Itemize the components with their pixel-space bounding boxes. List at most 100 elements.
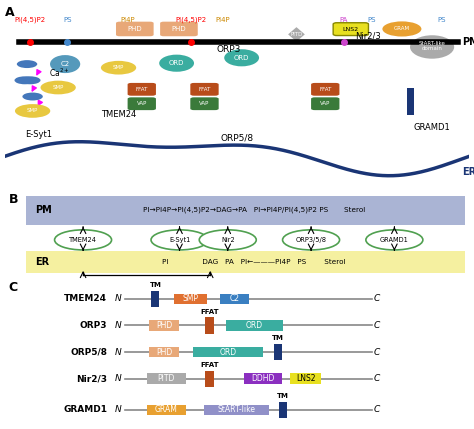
FancyBboxPatch shape bbox=[146, 374, 186, 384]
Text: StART-like
domain: StART-like domain bbox=[419, 41, 446, 51]
FancyBboxPatch shape bbox=[174, 293, 207, 304]
Circle shape bbox=[383, 21, 421, 36]
FancyBboxPatch shape bbox=[128, 83, 156, 96]
FancyBboxPatch shape bbox=[244, 374, 282, 384]
FancyBboxPatch shape bbox=[204, 405, 269, 415]
Text: SMP: SMP bbox=[27, 109, 38, 113]
Text: PA: PA bbox=[340, 17, 348, 23]
Text: PM: PM bbox=[462, 37, 474, 48]
Text: PI               DAG   PA   PI←———PI4P   PS        Sterol: PI DAG PA PI←———PI4P PS Sterol bbox=[162, 260, 346, 266]
Text: ER: ER bbox=[462, 167, 474, 177]
Text: GRAM: GRAM bbox=[155, 405, 178, 414]
Text: Nir2/3: Nir2/3 bbox=[356, 32, 381, 41]
FancyBboxPatch shape bbox=[291, 374, 321, 384]
Text: PI4P: PI4P bbox=[216, 17, 230, 23]
FancyBboxPatch shape bbox=[407, 88, 413, 115]
FancyBboxPatch shape bbox=[204, 371, 214, 387]
FancyBboxPatch shape bbox=[192, 347, 263, 357]
Text: GRAMD1: GRAMD1 bbox=[380, 237, 409, 243]
Ellipse shape bbox=[283, 230, 339, 250]
Text: N: N bbox=[115, 405, 121, 414]
Text: Ca$^{2+}$: Ca$^{2+}$ bbox=[49, 67, 69, 79]
Text: A: A bbox=[5, 6, 14, 19]
FancyBboxPatch shape bbox=[311, 97, 339, 110]
Text: FFAT: FFAT bbox=[198, 87, 210, 92]
FancyBboxPatch shape bbox=[149, 347, 179, 357]
FancyBboxPatch shape bbox=[191, 97, 219, 110]
Text: ORD: ORD bbox=[246, 321, 263, 330]
Circle shape bbox=[40, 81, 76, 94]
Text: PHD: PHD bbox=[156, 347, 173, 356]
Text: TMEM24: TMEM24 bbox=[101, 110, 136, 119]
Text: PS: PS bbox=[367, 17, 376, 23]
Text: TM: TM bbox=[277, 393, 289, 399]
Text: FFAT: FFAT bbox=[136, 87, 148, 92]
Ellipse shape bbox=[55, 230, 111, 250]
Text: SMP: SMP bbox=[53, 85, 64, 90]
Text: SMP: SMP bbox=[182, 294, 199, 303]
Circle shape bbox=[101, 61, 136, 75]
Circle shape bbox=[22, 93, 43, 100]
Text: VAP: VAP bbox=[320, 101, 330, 106]
Text: N: N bbox=[115, 347, 121, 356]
Text: GRAMD1: GRAMD1 bbox=[63, 405, 107, 414]
Text: PI→PI4P→PI(4,5)P2→DAG→PA   PI→PI4P/PI(4,5)P2 PS       Sterol: PI→PI4P→PI(4,5)P2→DAG→PA PI→PI4P/PI(4,5)… bbox=[143, 206, 365, 213]
Text: PHD: PHD bbox=[156, 321, 173, 330]
FancyBboxPatch shape bbox=[191, 83, 219, 96]
Polygon shape bbox=[288, 27, 305, 42]
FancyBboxPatch shape bbox=[274, 344, 282, 360]
Text: ORD: ORD bbox=[234, 55, 249, 61]
Text: C: C bbox=[374, 321, 380, 330]
Text: C: C bbox=[374, 294, 380, 303]
Text: TMEM24: TMEM24 bbox=[69, 237, 97, 243]
FancyBboxPatch shape bbox=[204, 317, 214, 333]
Text: Nir2: Nir2 bbox=[221, 237, 235, 243]
FancyBboxPatch shape bbox=[333, 23, 368, 36]
Text: VAP: VAP bbox=[137, 101, 147, 106]
Text: GRAM: GRAM bbox=[394, 27, 410, 31]
Text: N: N bbox=[115, 374, 121, 383]
Text: C2: C2 bbox=[229, 294, 239, 303]
Text: TM: TM bbox=[149, 282, 161, 288]
Circle shape bbox=[17, 60, 37, 68]
Circle shape bbox=[15, 104, 50, 118]
Text: C: C bbox=[374, 374, 380, 383]
FancyBboxPatch shape bbox=[226, 320, 283, 331]
Circle shape bbox=[15, 76, 35, 84]
FancyBboxPatch shape bbox=[220, 293, 248, 304]
Text: ORP3: ORP3 bbox=[216, 45, 240, 54]
FancyBboxPatch shape bbox=[116, 21, 154, 36]
Text: PHD: PHD bbox=[128, 26, 142, 32]
Text: DDHD: DDHD bbox=[251, 374, 274, 383]
Circle shape bbox=[20, 76, 40, 84]
Text: C: C bbox=[9, 281, 18, 294]
Text: PITD: PITD bbox=[290, 32, 302, 37]
Text: N: N bbox=[115, 321, 121, 330]
Text: PI(4,5)P2: PI(4,5)P2 bbox=[175, 16, 206, 23]
Text: PS: PS bbox=[437, 17, 446, 23]
Text: B: B bbox=[9, 193, 18, 206]
Text: ORP3: ORP3 bbox=[80, 321, 107, 330]
FancyBboxPatch shape bbox=[311, 83, 339, 96]
Text: ER: ER bbox=[35, 257, 49, 268]
Text: Nir2/3: Nir2/3 bbox=[76, 374, 107, 383]
Text: C: C bbox=[374, 405, 380, 414]
Text: LNS2: LNS2 bbox=[343, 27, 359, 32]
Text: ORD: ORD bbox=[219, 347, 237, 356]
Text: TM: TM bbox=[272, 335, 284, 341]
Text: ORP3/5/8: ORP3/5/8 bbox=[296, 237, 327, 243]
Text: PS: PS bbox=[63, 17, 72, 23]
Text: C: C bbox=[374, 347, 380, 356]
Text: PM: PM bbox=[35, 205, 52, 215]
Ellipse shape bbox=[151, 230, 208, 250]
Ellipse shape bbox=[50, 55, 80, 73]
FancyBboxPatch shape bbox=[26, 251, 465, 273]
Text: FFAT: FFAT bbox=[200, 308, 219, 314]
Text: ORD: ORD bbox=[169, 60, 184, 66]
FancyBboxPatch shape bbox=[26, 196, 465, 225]
Text: PI(4,5)P2: PI(4,5)P2 bbox=[15, 16, 46, 23]
FancyBboxPatch shape bbox=[160, 21, 198, 36]
Text: ORP5/8: ORP5/8 bbox=[220, 133, 254, 142]
Text: E-Syt1: E-Syt1 bbox=[169, 237, 190, 243]
FancyBboxPatch shape bbox=[279, 402, 286, 418]
